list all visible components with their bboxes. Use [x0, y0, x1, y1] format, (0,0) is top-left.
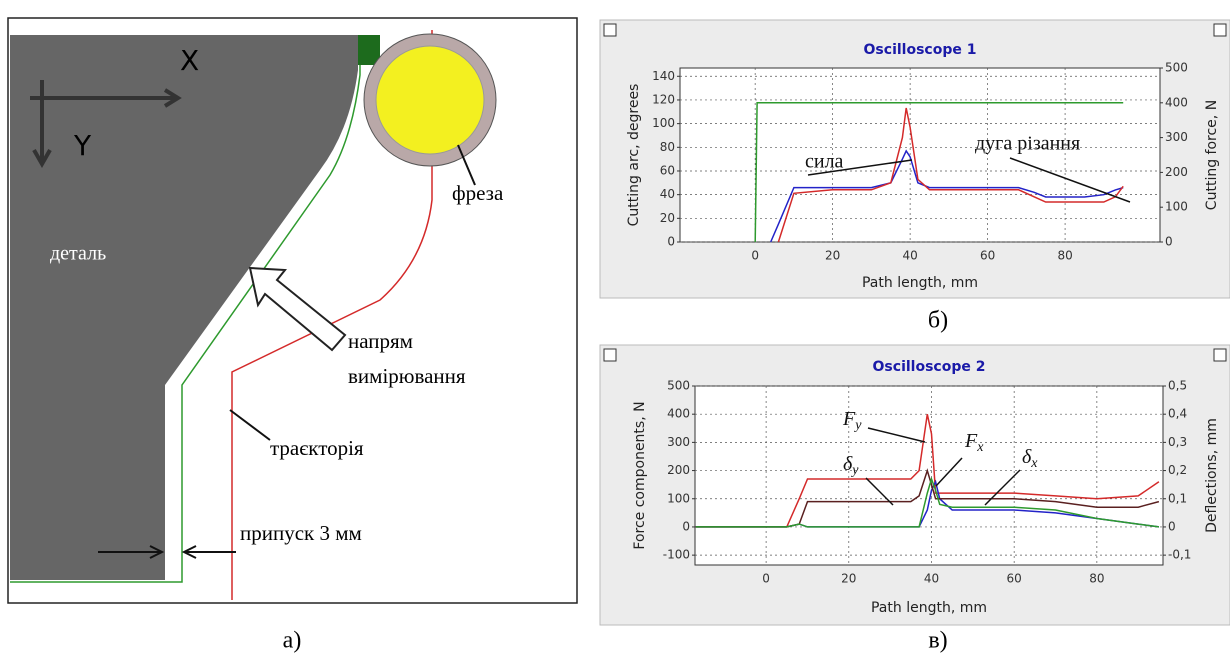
- annotation-sub: x: [1030, 456, 1038, 471]
- caption: б): [928, 308, 948, 334]
- panel-button: [1214, 349, 1226, 361]
- y-tick-label: 40: [660, 187, 675, 201]
- y-tick-label: 20: [660, 211, 675, 225]
- cutter-label: фреза: [452, 181, 504, 205]
- x-tick-label: 80: [1057, 249, 1072, 263]
- y-tick-label: 0: [1168, 519, 1176, 533]
- part-label: деталь: [50, 243, 106, 265]
- y-tick-label: 300: [1165, 130, 1188, 144]
- chart-title: Oscilloscope 2: [873, 359, 986, 375]
- annotation: дуга різання: [975, 133, 1080, 155]
- y-tick-label: 400: [1165, 95, 1188, 109]
- axis-y: Y: [73, 129, 92, 162]
- x-tick-label: 40: [902, 249, 917, 263]
- annotation-base: F: [964, 430, 978, 452]
- caption: а): [283, 628, 302, 654]
- y-tick-label: 0: [1165, 235, 1173, 249]
- x-tick-label: 20: [825, 249, 840, 263]
- y-tick-label: -100: [663, 548, 690, 562]
- figure: X Y деталь фреза напрям вимірювання трає…: [0, 0, 1230, 662]
- x-axis-label: Path length, mm: [862, 275, 978, 291]
- x-tick-label: 80: [1089, 572, 1104, 586]
- y-tick-label: 0: [682, 519, 690, 533]
- plot-area: [680, 68, 1160, 242]
- chart-title: Oscilloscope 1: [864, 42, 977, 58]
- x-tick-label: 0: [751, 249, 759, 263]
- y-tick-label: 0: [667, 235, 675, 249]
- x-axis-label: Path length, mm: [871, 600, 987, 616]
- y-tick-label: 100: [1165, 200, 1188, 214]
- annotation-sub: x: [976, 440, 984, 455]
- caption: в): [928, 628, 947, 654]
- y2-axis-label: Deflections, mm: [1204, 418, 1220, 533]
- panel-button: [604, 349, 616, 361]
- trajectory-label: траєкторія: [270, 436, 364, 460]
- axis-x: X: [180, 44, 199, 77]
- y-tick-label: 80: [660, 140, 675, 154]
- y-axis-label: Force components, N: [632, 401, 648, 549]
- panel-button: [1214, 24, 1226, 36]
- allowance-label: припуск 3 мм: [240, 521, 362, 545]
- y-tick-label: 0,1: [1168, 491, 1187, 505]
- y-tick-label: 200: [667, 463, 690, 477]
- y-tick-label: 500: [667, 379, 690, 393]
- annotation-sub: y: [850, 463, 859, 478]
- y2-axis-label: Cutting force, N: [1204, 100, 1220, 210]
- y-tick-label: 0,4: [1168, 407, 1187, 421]
- x-tick-label: 20: [841, 572, 856, 586]
- y-tick-label: 100: [667, 491, 690, 505]
- y-tick-label: 60: [660, 163, 675, 177]
- y-tick-label: 0,2: [1168, 463, 1187, 477]
- y-tick-label: 300: [667, 435, 690, 449]
- y-tick-label: 400: [667, 407, 690, 421]
- y-tick-label: 100: [652, 116, 675, 130]
- x-tick-label: 40: [924, 572, 939, 586]
- y-tick-label: 500: [1165, 61, 1188, 75]
- y-tick-label: 0,3: [1168, 435, 1187, 449]
- y-tick-label: -0,1: [1168, 548, 1191, 562]
- x-tick-label: 60: [980, 249, 995, 263]
- annotation-base: F: [842, 408, 856, 430]
- y-tick-label: 0,5: [1168, 379, 1187, 393]
- direction-label: вимірювання: [348, 364, 466, 388]
- y-tick-label: 200: [1165, 165, 1188, 179]
- direction-label: напрям: [348, 329, 413, 353]
- y-axis-label: Cutting arc, degrees: [626, 84, 642, 227]
- diagram: X Y деталь фреза напрям вимірювання трає…: [8, 18, 577, 603]
- panel-button: [604, 24, 616, 36]
- y-tick-label: 120: [652, 92, 675, 106]
- x-tick-label: 60: [1007, 572, 1022, 586]
- annotation: сила: [805, 151, 844, 173]
- x-tick-label: 0: [762, 572, 770, 586]
- cutter-core: [376, 46, 484, 154]
- annotation-sub: y: [853, 418, 862, 433]
- y-tick-label: 140: [652, 69, 675, 83]
